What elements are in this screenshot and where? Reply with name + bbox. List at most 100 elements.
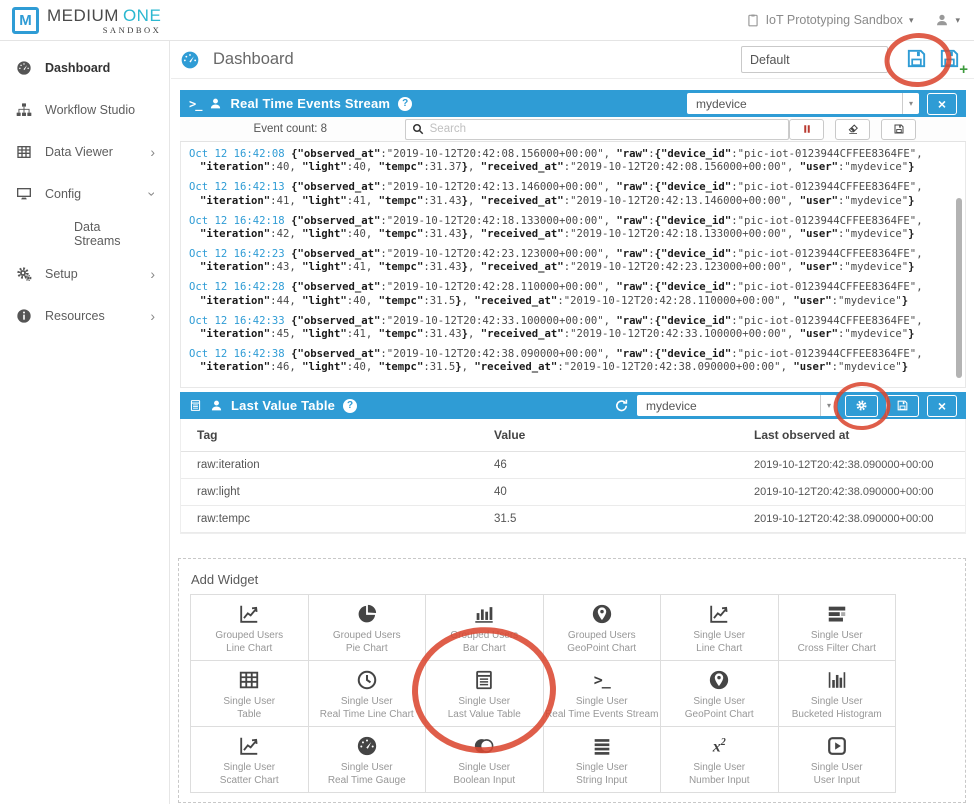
caret-down-icon: ▾: [902, 93, 919, 114]
refresh-icon[interactable]: [614, 398, 629, 413]
event-log-entry: Oct 12 16:42:38 {"observed_at":"2019-10-…: [189, 347, 923, 374]
event-log[interactable]: Oct 12 16:42:08 {"observed_at":"2019-10-…: [180, 142, 966, 388]
widget-palette-cell[interactable]: >_ Single User Real Time Events Stream: [543, 661, 661, 727]
column-header: Value: [494, 428, 526, 442]
table-row[interactable]: raw:tempc 31.5 2019-10-12T20:42:38.09000…: [181, 506, 965, 533]
widget-type-icon: [472, 669, 496, 691]
widget-name-label: Cross Filter Chart: [797, 642, 876, 654]
device-select[interactable]: mydevice ▾: [687, 93, 919, 114]
sidebar-item[interactable]: Dashboard: [0, 47, 169, 89]
widget-palette-cell[interactable]: Single User User Input: [778, 727, 896, 793]
help-icon[interactable]: ?: [343, 398, 358, 413]
widget-palette-cell[interactable]: Single User String Input: [543, 727, 661, 793]
widget-settings-button[interactable]: [845, 394, 878, 417]
widget-name-label: Number Input: [688, 774, 750, 786]
table-row[interactable]: raw:iteration 46 2019-10-12T20:42:38.090…: [181, 452, 965, 479]
widget-name-label: Boolean Input: [453, 774, 516, 786]
widget-palette-cell[interactable]: Single User Table: [191, 661, 309, 727]
save-as-new-dashboard-button[interactable]: +: [938, 47, 968, 78]
search-input[interactable]: [404, 118, 789, 140]
table-row[interactable]: raw:light 40 2019-10-12T20:42:38.090000+…: [181, 479, 965, 506]
widget-palette-cell[interactable]: x2 Single User Number Input: [661, 727, 779, 793]
widget-palette-cell[interactable]: Single User Real Time Line Chart: [308, 661, 426, 727]
widget-palette-cell[interactable]: Single User Real Time Gauge: [308, 727, 426, 793]
save-icon: [896, 399, 909, 412]
widget-name-label: Real Time Events Stream: [545, 708, 659, 720]
dashboard-name-input[interactable]: [741, 46, 888, 73]
value-cell: 40: [494, 486, 507, 498]
last-observed-cell: 2019-10-12T20:42:38.090000+00:00: [754, 459, 934, 471]
widget-name-label: Scatter Chart: [219, 774, 279, 786]
events-toolbar: Event count: 8: [180, 117, 966, 142]
widget-name-label: Line Chart: [696, 642, 743, 654]
last-value-table: Tag Value Last observed at raw:iteration 4…: [180, 419, 966, 534]
widget-type-icon: [825, 669, 849, 691]
close-widget-button[interactable]: ×: [927, 92, 957, 115]
event-log-entry: Oct 12 16:42:08 {"observed_at":"2019-10-…: [189, 148, 923, 174]
widget-palette-cell[interactable]: Single User Last Value Table: [426, 661, 544, 727]
value-cell: 46: [494, 459, 507, 471]
widget-type-icon: [355, 603, 379, 625]
widget-type-icon: >_: [593, 670, 611, 689]
gear-icon: [855, 399, 868, 412]
widget-palette-cell[interactable]: Single User Scatter Chart: [191, 727, 309, 793]
sidebar-item[interactable]: Resources ›: [0, 295, 169, 337]
widget-type-icon: [237, 669, 261, 691]
widget-group-label: Single User: [340, 695, 393, 707]
sidebar-item-icon: [16, 308, 32, 324]
widget-group-label: Grouped Users: [450, 629, 519, 641]
sidebar-item[interactable]: Setup ›: [0, 253, 169, 295]
widget-type-icon: [472, 603, 496, 625]
value-cell: 31.5: [494, 513, 517, 525]
widget-group-label: Grouped Users: [215, 629, 284, 641]
brand-wordmark: MEDIUM ONE SANDBOX: [47, 6, 161, 35]
tool-icon: [847, 123, 859, 135]
close-icon: ×: [937, 397, 947, 414]
save-widget-button[interactable]: [886, 394, 919, 417]
clear-stream-button[interactable]: [835, 118, 870, 140]
widget-type-icon: [707, 669, 731, 691]
widget-palette-cell[interactable]: Single User Bucketed Histogram: [778, 661, 896, 727]
workspace-menu[interactable]: IoT Prototyping Sandbox ▾: [746, 13, 913, 27]
sidebar-item[interactable]: Data Streams: [0, 215, 169, 253]
scrollbar-thumb[interactable]: [956, 198, 962, 378]
single-user-icon: [210, 399, 223, 412]
sidebar-item-label: Workflow Studio: [45, 103, 136, 117]
brand-name-primary: MEDIUM: [47, 5, 119, 25]
brand-logo[interactable]: M: [12, 6, 39, 34]
widget-name-label: Bucketed Histogram: [791, 708, 882, 720]
widget-palette-cell[interactable]: Single User Line Chart: [661, 595, 779, 661]
tool-icon: [893, 123, 905, 135]
widget-palette-cell[interactable]: Single User GeoPoint Chart: [661, 661, 779, 727]
widget-palette-cell[interactable]: Single User Boolean Input: [426, 727, 544, 793]
sidebar-item[interactable]: Data Viewer ›: [0, 131, 169, 173]
widget-palette-cell[interactable]: Grouped Users GeoPoint Chart: [543, 595, 661, 661]
device-select[interactable]: mydevice ▾: [637, 395, 837, 416]
events-stream-title: Real Time Events Stream: [230, 96, 391, 111]
event-log-entry: Oct 12 16:42:28 {"observed_at":"2019-10-…: [189, 281, 923, 307]
save-stream-button[interactable]: [881, 118, 916, 140]
help-icon[interactable]: ?: [398, 96, 413, 111]
close-widget-button[interactable]: ×: [927, 394, 957, 417]
widget-name-label: Last Value Table: [447, 708, 521, 720]
widget-palette-cell[interactable]: Grouped Users Line Chart: [191, 595, 309, 661]
sidebar-item[interactable]: Config ›: [0, 173, 169, 215]
save-dashboard-button[interactable]: [905, 47, 931, 73]
event-log-entry: Oct 12 16:42:13 {"observed_at":"2019-10-…: [189, 181, 923, 207]
table-icon: [189, 399, 202, 412]
widget-group-label: Grouped Users: [332, 629, 401, 641]
widget-group-label: Single User: [458, 761, 511, 773]
sidebar-item[interactable]: Workflow Studio: [0, 89, 169, 131]
widget-group-label: Single User: [223, 695, 276, 707]
sidebar: Dashboard Workflow Studio Data Viewer › …: [0, 41, 170, 804]
widget-palette-cell[interactable]: Grouped Users Bar Chart: [426, 595, 544, 661]
widget-name-label: GeoPoint Chart: [567, 642, 637, 654]
user-menu[interactable]: ▾: [935, 13, 960, 27]
widget-palette-cell[interactable]: Grouped Users Pie Chart: [308, 595, 426, 661]
widget-palette-cell[interactable]: Single User Cross Filter Chart: [778, 595, 896, 661]
pause-stream-button[interactable]: [789, 118, 824, 140]
widget-name-label: Real Time Line Chart: [319, 708, 414, 720]
chevron-icon: ›: [150, 307, 155, 324]
sidebar-item-icon: [16, 60, 32, 76]
brand-subtitle: SANDBOX: [102, 24, 162, 35]
